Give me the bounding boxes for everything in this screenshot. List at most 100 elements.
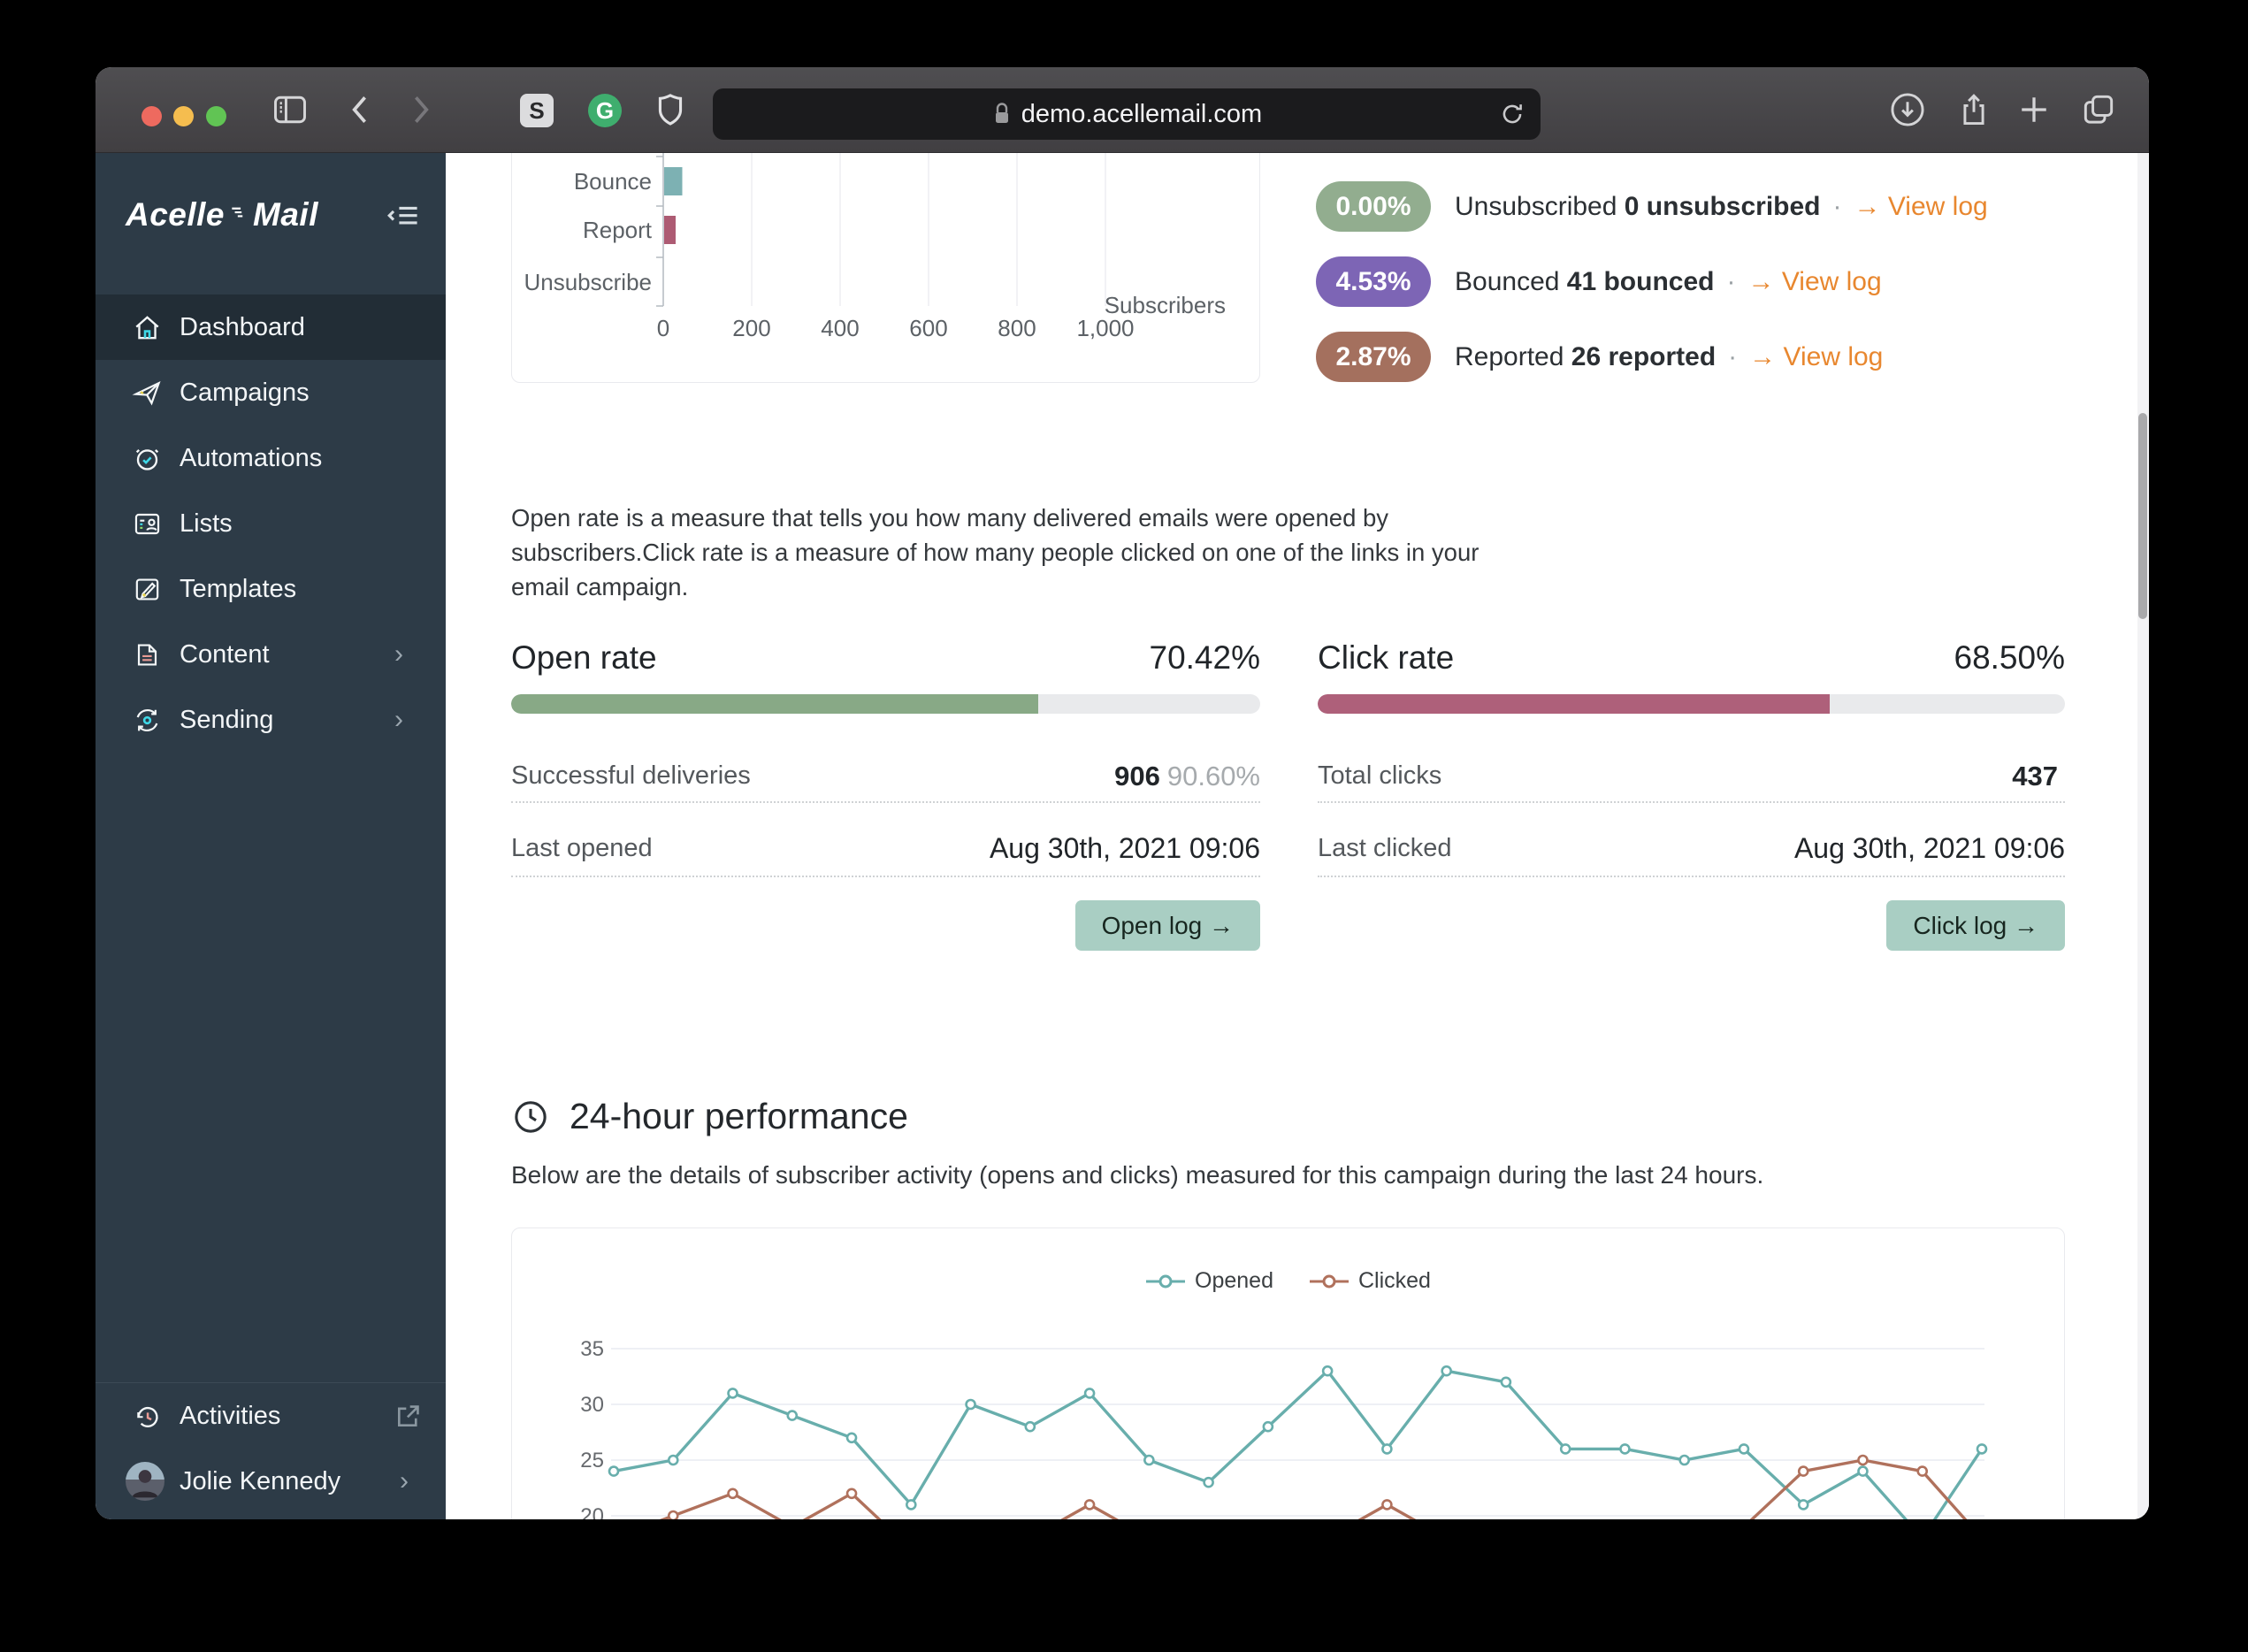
svg-text:200: 200 <box>732 315 770 341</box>
sidebar-nav: Dashboard Campaigns Auto <box>96 294 446 753</box>
sidebar-item-automations[interactable]: Automations <box>96 425 446 491</box>
sidebar-item-label: Campaigns <box>180 378 310 407</box>
address-bar[interactable]: demo.acellemail.com <box>713 88 1541 140</box>
chevron-right-icon: › <box>394 639 403 669</box>
click-rate-value: 68.50% <box>1954 639 2066 676</box>
svg-text:0: 0 <box>657 315 669 341</box>
view-log-link[interactable]: → View log <box>1749 341 1884 371</box>
view-log-link[interactable]: → View log <box>1747 266 1882 296</box>
browser-titlebar: S G demo.acellemail.com <box>96 67 2149 153</box>
avatar <box>126 1462 164 1501</box>
legend-item-opened[interactable]: Opened <box>1145 1268 1273 1294</box>
sidebar-toggle-icon[interactable] <box>271 90 310 129</box>
sidebar-item-templates[interactable]: Templates <box>96 556 446 622</box>
click-rate-title: Click rate <box>1318 639 1455 676</box>
brand-text-left: Acelle <box>126 196 226 233</box>
sidebar-item-label: Dashboard <box>180 312 305 341</box>
sidebar-item-label: Automations <box>180 443 323 472</box>
url-text: demo.acellemail.com <box>1021 99 1263 128</box>
downloads-icon[interactable] <box>1888 90 1927 129</box>
close-window-button[interactable] <box>141 106 162 126</box>
extension-s-icon[interactable]: S <box>520 94 554 127</box>
shield-icon[interactable] <box>651 90 690 129</box>
click-log-button[interactable]: Click log → <box>1886 900 2065 951</box>
reported-stat-row: 2.87% Reported 26 reported · → View log <box>1316 332 1883 382</box>
performance-title: 24-hour performance <box>570 1096 908 1136</box>
clock-icon <box>515 1100 547 1133</box>
sidebar-item-campaigns[interactable]: Campaigns <box>96 360 446 425</box>
open-rate-progress <box>511 694 1260 714</box>
sidebar-collapse-icon[interactable] <box>384 197 423 233</box>
last-clicked-row: Last clicked Aug 30th, 2021 09:06 <box>1318 821 2065 877</box>
sidebar-item-label: Lists <box>180 509 233 538</box>
performance-subtitle: Below are the details of subscriber acti… <box>511 1161 1764 1189</box>
open-rate-title: Open rate <box>511 639 657 676</box>
successful-deliveries-row: Successful deliveries 906 90.60% <box>511 751 1260 803</box>
minimize-window-button[interactable] <box>173 106 194 126</box>
scrollbar-track[interactable] <box>2137 153 2149 1519</box>
brand-envelope-icon <box>232 207 243 218</box>
tab-overview-icon[interactable] <box>2079 90 2118 129</box>
svg-text:25: 25 <box>580 1449 604 1472</box>
performance-header: 24-hour performance <box>511 1096 908 1137</box>
sidebar-item-sending[interactable]: Sending › <box>96 687 446 753</box>
back-icon[interactable] <box>341 90 380 129</box>
document-icon <box>132 639 163 670</box>
open-log-button[interactable]: Open log → <box>1074 900 1260 951</box>
user-profile-row[interactable]: Jolie Kennedy › <box>96 1449 446 1514</box>
click-rate-panel: Click rate 68.50% Total clicks 437 Last … <box>1318 153 2065 958</box>
badge-pill: 4.53% <box>1316 256 1431 307</box>
stat-text: Bounced 41 bounced · <box>1455 266 1736 296</box>
svg-text:Unsubscribe: Unsubscribe <box>524 269 652 295</box>
legend-item-clicked[interactable]: Clicked <box>1309 1268 1431 1294</box>
main-content: 0 200 400 600 800 1,000 Bounce Report Unsubscrib… <box>446 153 2149 1519</box>
rates-description: Open rate is a measure that tells you ho… <box>511 504 1480 600</box>
sidebar-item-label: Activities <box>180 1401 281 1430</box>
sidebar-footer: Activities Jolie Kennedy › <box>96 1382 446 1519</box>
paper-plane-icon <box>132 378 163 409</box>
zoom-window-button[interactable] <box>206 106 226 126</box>
svg-text:20: 20 <box>580 1504 604 1519</box>
legend-label: Clicked <box>1357 1268 1431 1293</box>
legend-marker-icon <box>1309 1274 1349 1288</box>
scrollbar-thumb[interactable] <box>2138 413 2147 619</box>
share-icon[interactable] <box>1954 90 1993 129</box>
svg-text:800: 800 <box>998 315 1036 341</box>
home-icon <box>132 312 163 343</box>
sidebar-item-label: Templates <box>180 574 297 603</box>
brand-logo[interactable]: Acelle Mail <box>126 190 318 240</box>
performance-chart-card: Opened Clicked 35 30 25 20 <box>511 1228 2065 1519</box>
chevron-right-icon: › <box>400 1466 409 1495</box>
sidebar-item-dashboard[interactable]: Dashboard <box>96 294 446 360</box>
bounced-stat-row: 4.53% Bounced 41 bounced · → View log <box>1316 256 1882 307</box>
sidebar-item-label: Sending <box>180 705 274 734</box>
chart-legend: Opened Clicked <box>512 1268 2064 1294</box>
reload-icon[interactable] <box>1498 100 1526 128</box>
sync-gear-icon <box>132 705 163 736</box>
lock-icon <box>991 101 1013 127</box>
performance-line-chart: 35 30 25 20 <box>580 1337 1988 1519</box>
stat-text: Unsubscribed 0 unsubscribed · <box>1455 191 1842 221</box>
sidebar-item-label: Content <box>180 639 270 669</box>
history-clock-icon <box>132 1401 163 1432</box>
view-log-link[interactable]: → View log <box>1854 191 1988 221</box>
svg-text:30: 30 <box>580 1393 604 1417</box>
svg-text:1,000: 1,000 <box>1076 315 1134 341</box>
design-brush-icon <box>132 574 163 605</box>
new-tab-icon[interactable] <box>2015 90 2053 129</box>
external-link-icon[interactable] <box>393 1401 424 1432</box>
alarm-clock-icon <box>132 443 163 474</box>
sidebar: Acelle Mail Dashboard <box>96 153 446 1519</box>
subscribers-bar-chart: 0 200 400 600 800 1,000 Bounce Report Unsubscrib… <box>524 153 1226 341</box>
last-opened-row: Last opened Aug 30th, 2021 09:06 <box>511 821 1260 877</box>
sidebar-item-activities[interactable]: Activities <box>96 1383 446 1449</box>
open-rate-panel: Open rate 70.42% Successful deliveries 9… <box>511 153 1260 958</box>
open-rate-value: 70.42% <box>1149 639 1261 676</box>
forward-icon[interactable] <box>401 90 440 129</box>
extension-grammarly-icon[interactable]: G <box>588 94 622 127</box>
sidebar-item-lists[interactable]: Lists <box>96 491 446 556</box>
browser-window: S G demo.acellemail.com <box>96 67 2149 1519</box>
contact-card-icon <box>132 509 163 539</box>
sidebar-item-content[interactable]: Content › <box>96 622 446 687</box>
badge-pill: 0.00% <box>1316 181 1431 232</box>
